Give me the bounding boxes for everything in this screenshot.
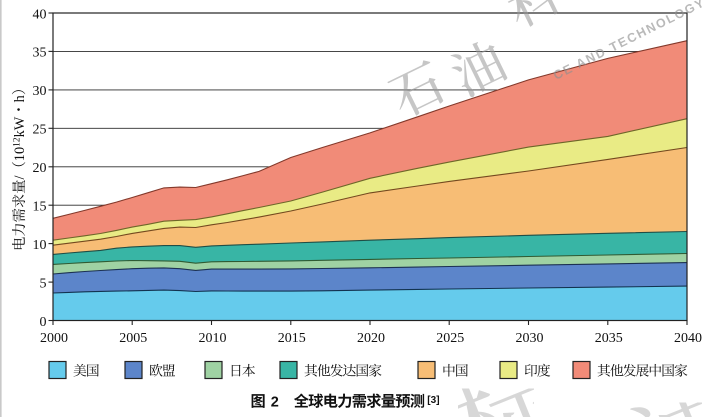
- svg-text:12: 12: [12, 137, 22, 147]
- svg-text:2005: 2005: [119, 331, 147, 346]
- svg-text:10: 10: [33, 238, 47, 253]
- svg-text:2035: 2035: [595, 331, 623, 346]
- svg-text:10: 10: [12, 147, 28, 161]
- svg-text:2010: 2010: [199, 331, 227, 346]
- svg-text:2020: 2020: [357, 331, 385, 346]
- svg-text:kW: kW: [12, 116, 28, 137]
- svg-text:2015: 2015: [278, 331, 306, 346]
- svg-text:2000: 2000: [40, 331, 68, 346]
- svg-text:25: 25: [33, 123, 47, 138]
- svg-text:2: 2: [271, 395, 279, 411]
- svg-text:2025: 2025: [436, 331, 464, 346]
- svg-text:40: 40: [33, 7, 47, 22]
- svg-text:30: 30: [33, 84, 47, 99]
- svg-text:5: 5: [40, 276, 47, 291]
- svg-text:2040: 2040: [674, 331, 702, 346]
- svg-text:2030: 2030: [516, 331, 544, 346]
- svg-text:20: 20: [33, 161, 47, 176]
- svg-text:0: 0: [40, 315, 47, 330]
- svg-text:15: 15: [33, 200, 47, 215]
- svg-text:/: /: [12, 176, 28, 180]
- svg-text:35: 35: [33, 46, 47, 61]
- svg-text:h: h: [12, 95, 28, 102]
- svg-text:[3]: [3]: [427, 395, 439, 406]
